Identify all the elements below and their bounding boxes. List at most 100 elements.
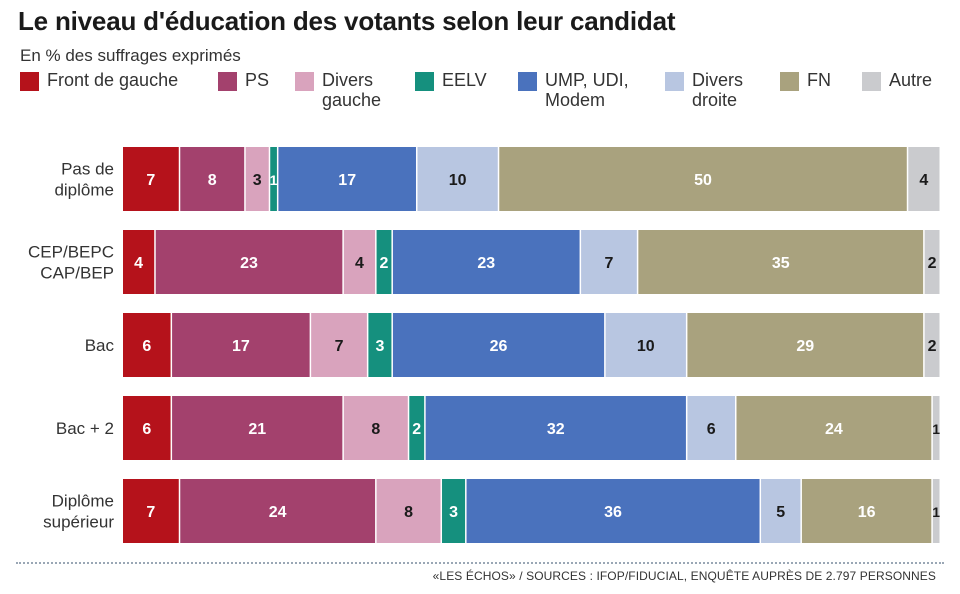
data-label: 50 — [694, 172, 712, 189]
category-label: CEP/BEPC CAP/BEP — [28, 243, 114, 283]
bar-segment-eelv — [409, 396, 425, 460]
data-label: 7 — [146, 172, 155, 189]
category-label: Diplôme supérieur — [43, 492, 114, 532]
legend-item-fn: FN — [780, 70, 831, 91]
bar-segment-eelv — [270, 147, 277, 211]
bar-segment-autre — [924, 230, 940, 294]
bar-segment-ps — [180, 147, 245, 211]
data-label: 8 — [371, 421, 380, 438]
legend-swatch — [518, 72, 537, 91]
data-label: 24 — [269, 504, 287, 521]
bar-segment-front-de-gauche — [123, 479, 179, 543]
data-label: 6 — [142, 338, 151, 355]
data-label: 7 — [335, 338, 344, 355]
bar-segment-ps — [180, 479, 376, 543]
legend-swatch — [20, 72, 39, 91]
data-label: 3 — [449, 504, 458, 521]
legend-swatch — [862, 72, 881, 91]
bar-segment-divers-droite — [605, 313, 686, 377]
bar-segment-ps — [172, 313, 310, 377]
data-label: 2 — [412, 421, 421, 438]
bar-segment-eelv — [376, 230, 392, 294]
bar-segment-ump-udi-modem — [392, 313, 605, 377]
data-label: 3 — [375, 338, 384, 355]
legend-label: Front de gauche — [47, 70, 179, 90]
data-label: 23 — [240, 255, 258, 272]
data-label: 2 — [380, 255, 389, 272]
legend-label: Divers gauche — [322, 70, 382, 110]
footer-divider — [16, 562, 944, 564]
legend-item-divers-droite: Divers droite — [665, 70, 743, 110]
data-label: 4 — [919, 172, 928, 189]
data-label: 6 — [142, 421, 151, 438]
bar-segment-divers-droite — [761, 479, 801, 543]
data-label: 4 — [355, 255, 364, 272]
chart-title: Le niveau d'éducation des votants selon … — [18, 6, 676, 36]
bar-segment-autre — [924, 313, 940, 377]
bar-segment-front-de-gauche — [123, 147, 179, 211]
data-label: 35 — [772, 255, 790, 272]
bar-segment-divers-droite — [687, 396, 735, 460]
legend-swatch — [665, 72, 684, 91]
data-label: 2 — [928, 255, 937, 272]
bar-segment-eelv — [368, 313, 392, 377]
bar-segment-ump-udi-modem — [425, 396, 686, 460]
data-label: 36 — [604, 504, 622, 521]
bar-segment-autre — [932, 479, 940, 543]
bar-segment-fn — [638, 230, 924, 294]
data-label: 1 — [270, 172, 278, 188]
bar-segment-fn — [736, 396, 932, 460]
source-note: «LES ÉCHOS» / SOURCES : IFOP/FIDUCIAL, E… — [432, 569, 936, 583]
bar-segment-fn — [499, 147, 907, 211]
legend-label: EELV — [442, 70, 487, 90]
data-label: 26 — [490, 338, 508, 355]
chart-legend: Front de gauche PS Divers gauche EELV UMP, U… — [0, 70, 960, 120]
bar-segment-divers-gauche — [245, 147, 269, 211]
legend-item-front-de-gauche: Front de gauche — [20, 70, 178, 91]
legend-label: PS — [245, 70, 270, 90]
bar-segment-front-de-gauche — [123, 313, 171, 377]
data-label: 2 — [928, 338, 937, 355]
legend-item-autre: Autre — [862, 70, 932, 91]
bar-segment-ump-udi-modem — [278, 147, 416, 211]
bar-segment-autre — [932, 396, 940, 460]
legend-item-ump-udi-modem: UMP, UDI, Modem — [518, 70, 629, 110]
bar-segment-autre — [908, 147, 940, 211]
bar-segment-divers-gauche — [376, 479, 441, 543]
bar-segment-ps — [155, 230, 343, 294]
legend-swatch — [415, 72, 434, 91]
bar-segment-divers-gauche — [343, 230, 376, 294]
bar-segment-divers-gauche — [311, 313, 367, 377]
legend-item-divers-gauche: Divers gauche — [295, 70, 381, 110]
legend-item-eelv: EELV — [415, 70, 487, 91]
bar-segment-ps — [172, 396, 343, 460]
legend-label: Divers droite — [692, 70, 744, 110]
bar-segment-ump-udi-modem — [392, 230, 580, 294]
data-label: 10 — [449, 172, 467, 189]
bar-segment-fn — [801, 479, 932, 543]
data-label: 3 — [253, 172, 262, 189]
bar-segment-front-de-gauche — [123, 396, 171, 460]
data-label: 1 — [932, 504, 940, 520]
data-label: 32 — [547, 421, 565, 438]
legend-swatch — [295, 72, 314, 91]
legend-label: Autre — [889, 70, 933, 90]
bar-segment-ump-udi-modem — [466, 479, 760, 543]
legend-item-ps: PS — [218, 70, 269, 91]
bar-segment-divers-droite — [417, 147, 498, 211]
data-label: 17 — [232, 338, 250, 355]
bar-segment-divers-gauche — [343, 396, 408, 460]
legend-label: UMP, UDI, Modem — [545, 70, 629, 110]
data-label: 7 — [146, 504, 155, 521]
data-label: 17 — [338, 172, 356, 189]
data-label: 16 — [858, 504, 876, 521]
bar-segment-eelv — [442, 479, 466, 543]
category-label: Pas de diplôme — [54, 160, 114, 200]
chart-subtitle: En % des suffrages exprimés — [20, 46, 241, 65]
data-label: 1 — [932, 421, 940, 437]
category-label: Bac + 2 — [56, 419, 114, 438]
data-label: 10 — [637, 338, 655, 355]
legend-label: FN — [807, 70, 831, 90]
data-label: 8 — [404, 504, 413, 521]
